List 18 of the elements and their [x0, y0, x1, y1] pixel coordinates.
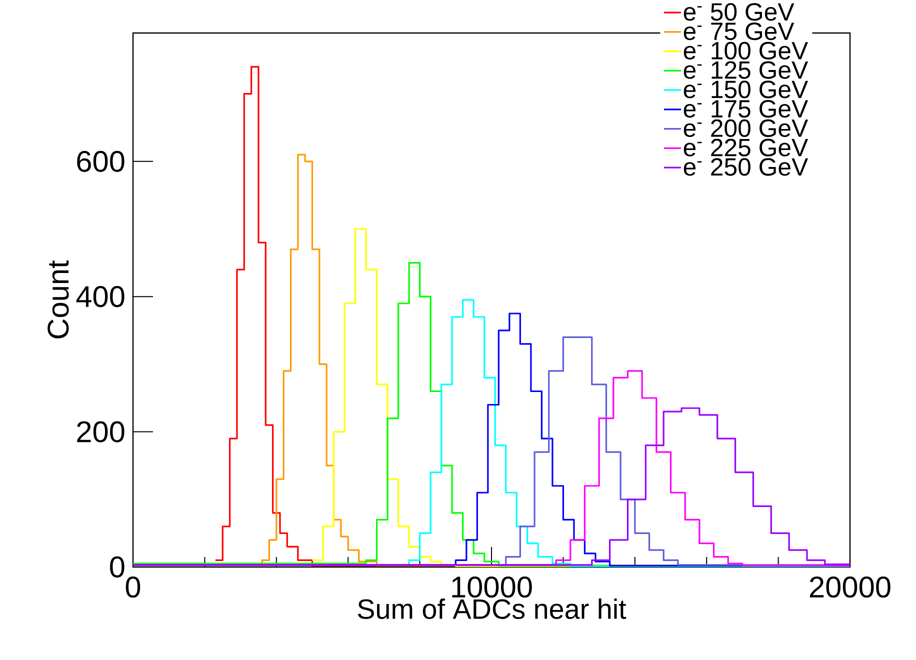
legend-label: e$^{-}$ 50 GeV	[684, 3, 794, 21]
y-axis-title: Count	[48, 260, 69, 338]
legend-label: e$^{-}$ 200 GeV	[684, 119, 808, 138]
legend-label: e$^{-}$ 125 GeV	[684, 61, 808, 79]
legend-label: e$^{-}$ 100 GeV	[684, 42, 808, 60]
y-tick-label: 0	[110, 556, 124, 578]
x-tick-label: 10000	[452, 576, 532, 598]
x-tick-label: 0	[126, 576, 140, 598]
y-tick-label: 600	[77, 150, 124, 172]
y-tick-label: 400	[76, 286, 124, 308]
legend-label: e$^{-}$ 250 GeV	[684, 158, 808, 176]
legend-label: e$^{-}$ 150 GeV	[684, 80, 808, 98]
y-tick-label: 200	[77, 421, 124, 442]
legend-label: e$^{-}$ 225 GeV	[684, 138, 808, 156]
x-tick-label: 20000	[810, 576, 890, 598]
legend-label: e$^{-}$ 75 GeV	[684, 22, 794, 40]
legend-label: e$^{-}$ 175 GeV	[684, 100, 808, 118]
x-axis-title: Sum of ADCs near hit	[358, 598, 626, 619]
